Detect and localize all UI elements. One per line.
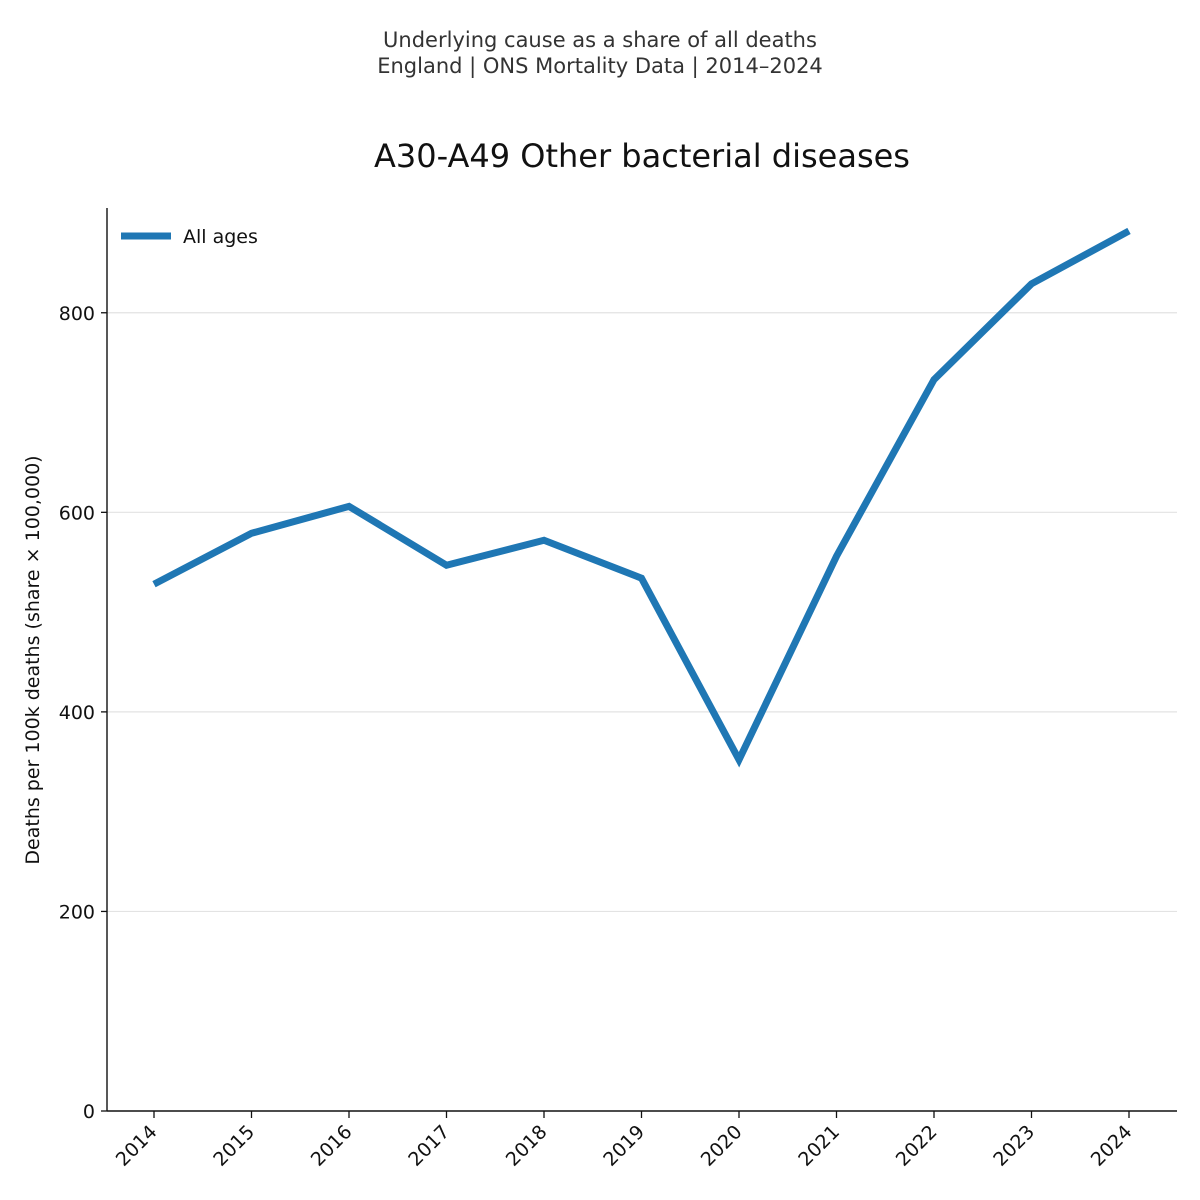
series-group (152, 227, 1131, 768)
x-tick-label: 2017 (404, 1121, 454, 1171)
axes (106, 208, 1177, 1112)
grid-lines (107, 312, 1177, 913)
suptitle-line-2: England | ONS Mortality Data | 2014–2024 (377, 54, 823, 78)
y-tick-label: 400 (59, 702, 95, 724)
x-tick-label: 2016 (307, 1121, 357, 1171)
y-ticks: 0 200 400 600 800 (59, 303, 107, 1123)
x-tick-label: 2014 (112, 1121, 162, 1171)
x-tick-label: 2021 (794, 1121, 844, 1171)
x-tick-label: 2022 (892, 1121, 942, 1171)
suptitle-line-1: Underlying cause as a share of all death… (383, 28, 817, 52)
y-tick-label: 800 (59, 303, 95, 325)
x-tick-label: 2024 (1087, 1121, 1137, 1171)
x-tick-label: 2020 (697, 1121, 747, 1171)
y-axis-label: Deaths per 100k deaths (share × 100,000) (22, 455, 44, 864)
y-tick-label: 600 (59, 502, 95, 524)
series-line (152, 227, 1131, 768)
y-tick-label: 200 (59, 901, 95, 923)
x-tick-label: 2018 (502, 1121, 552, 1171)
x-ticks: 2014 2015 2016 2017 2018 2019 2020 2021 2022 2023… (112, 1111, 1137, 1171)
legend: All ages (121, 226, 258, 248)
x-tick-label: 2019 (599, 1121, 649, 1171)
chart-title: A30-A49 Other bacterial diseases (374, 137, 910, 175)
y-tick-label: 0 (83, 1101, 95, 1123)
x-tick-label: 2015 (209, 1121, 259, 1171)
legend-label: All ages (183, 226, 258, 248)
x-tick-label: 2023 (989, 1121, 1039, 1171)
